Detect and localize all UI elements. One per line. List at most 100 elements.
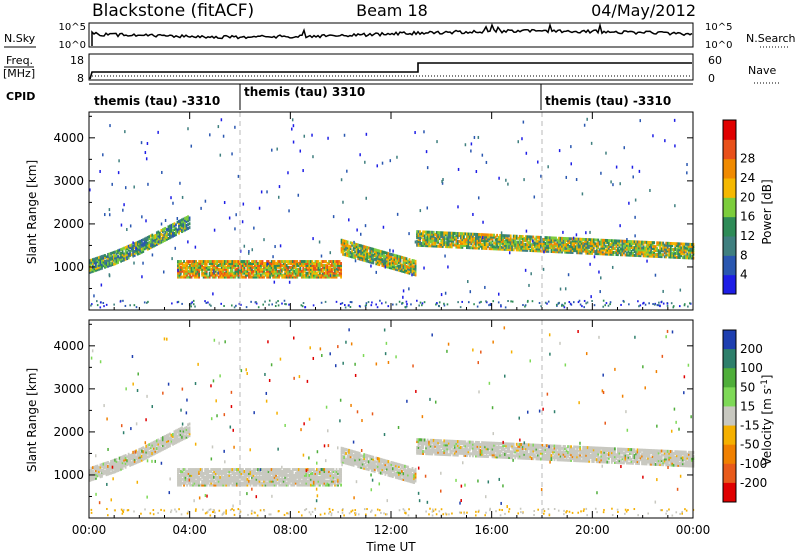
echo-cell <box>674 244 677 248</box>
echo-cell <box>338 479 341 483</box>
echo-cell <box>674 253 677 257</box>
echo-cell <box>524 246 527 250</box>
scatter-echo <box>135 247 137 251</box>
echo-cell <box>329 267 332 271</box>
echo-cell <box>193 273 196 277</box>
echo-cell <box>363 457 366 461</box>
echo-cell <box>178 269 181 273</box>
echo-cell <box>152 450 155 454</box>
echo-cell <box>145 240 148 244</box>
echo-cell <box>367 460 370 464</box>
echo-cell <box>367 454 370 458</box>
echo-cell <box>426 236 429 240</box>
echo-cell <box>666 241 669 245</box>
echo-cell <box>402 262 405 266</box>
echo-cell <box>210 477 213 481</box>
echo-cell <box>172 223 174 227</box>
echo-cell <box>270 468 273 472</box>
near-range-echo <box>586 301 589 304</box>
echo-cell <box>579 245 582 249</box>
echo-cell <box>261 275 264 279</box>
echo-cell <box>352 246 355 250</box>
echo-cell <box>276 475 279 479</box>
echo-cell <box>306 265 309 269</box>
echo-cell <box>90 474 93 478</box>
scatter-echo <box>425 150 428 154</box>
echo-cell <box>364 249 367 253</box>
echo-cell <box>261 271 264 275</box>
echo-cell <box>254 267 256 271</box>
echo-cell <box>157 230 160 234</box>
echo-cell <box>287 468 290 472</box>
echo-cell <box>372 463 375 467</box>
echo-cell <box>570 248 572 252</box>
echo-cell <box>328 475 330 479</box>
echo-cell <box>249 269 252 273</box>
echo-cell <box>263 475 265 479</box>
echo-cell <box>130 245 133 249</box>
echo-cell <box>148 244 151 248</box>
echo-cell <box>420 243 423 247</box>
scatter-echo <box>396 212 399 216</box>
echo-cell <box>524 242 527 246</box>
echo-cell <box>184 271 187 275</box>
echo-cell <box>527 237 530 241</box>
echo-cell <box>582 243 585 247</box>
echo-cell <box>152 234 155 238</box>
near-range-echo <box>102 301 105 304</box>
echo-cell <box>135 449 138 453</box>
echo-cell <box>345 241 347 245</box>
echo-cell <box>270 479 273 483</box>
echo-cell <box>285 470 288 474</box>
echo-cell <box>193 262 196 266</box>
echo-cell <box>632 242 634 246</box>
echo-cell <box>166 235 168 239</box>
echo-cell <box>213 483 216 487</box>
echo-cell <box>373 257 376 261</box>
echo-cell <box>337 475 339 479</box>
echo-cell <box>178 437 180 441</box>
echo-cell <box>133 452 136 456</box>
echo-cell <box>372 261 375 265</box>
echo-cell <box>234 477 237 481</box>
scatter-echo <box>615 165 618 169</box>
echo-cell <box>281 263 284 267</box>
echo-cell <box>681 244 684 248</box>
echo-cell <box>105 469 108 473</box>
echo-cell <box>349 254 352 258</box>
echo-cell <box>618 243 621 247</box>
echo-cell <box>456 239 459 243</box>
echo-cell <box>108 264 111 268</box>
echo-cell <box>300 275 303 279</box>
echo-cell <box>680 252 683 256</box>
echo-cell <box>366 463 369 467</box>
echo-cell <box>306 262 309 266</box>
echo-cell <box>148 246 151 250</box>
echo-cell <box>364 465 367 469</box>
near-range-echo <box>556 304 558 307</box>
echo-cell <box>459 243 462 247</box>
near-range-echo <box>358 305 361 308</box>
echo-cell <box>592 242 595 246</box>
echo-cell <box>364 461 367 465</box>
echo-cell <box>181 265 184 269</box>
echo-cell <box>178 473 181 477</box>
echo-cell <box>328 473 330 477</box>
scatter-echo <box>414 240 417 244</box>
echo-cell <box>208 267 211 271</box>
echo-cell <box>132 456 135 460</box>
echo-cell <box>308 470 311 474</box>
near-range-echo <box>192 303 195 306</box>
echo-cell <box>308 271 311 275</box>
echo-cell <box>181 481 184 485</box>
echo-cell <box>422 242 425 246</box>
echo-cell <box>184 275 187 279</box>
echo-cell <box>291 483 294 487</box>
echo-cell <box>681 250 684 254</box>
echo-cell <box>511 240 514 244</box>
echo-cell <box>441 242 444 246</box>
echo-cell <box>687 250 690 254</box>
echo-cell <box>407 261 409 265</box>
echo-cell <box>342 250 344 254</box>
near-range-echo <box>204 300 206 303</box>
